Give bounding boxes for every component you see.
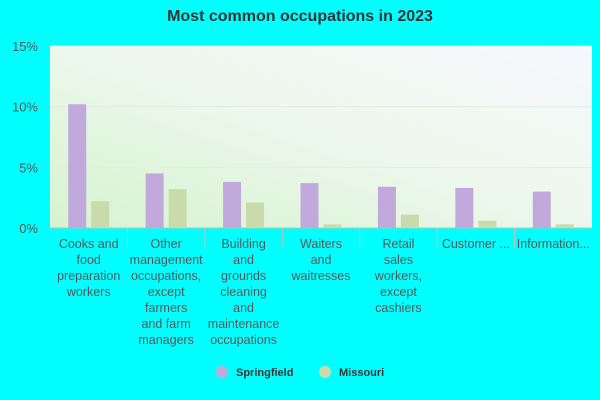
x-category-label: Customer ... bbox=[442, 237, 510, 251]
x-category-label: Building and grounds cleaning and maintenance… bbox=[208, 237, 280, 347]
bar-missouri bbox=[478, 220, 497, 228]
bar-springfield bbox=[300, 183, 319, 228]
bar-missouri bbox=[246, 202, 265, 228]
x-category-label: Other management occupations, except farmers… bbox=[130, 237, 203, 347]
x-category-label: Cooks and food preparation workers bbox=[57, 237, 120, 299]
bar-springfield bbox=[532, 191, 551, 228]
x-category-label: Waiters and waitresses bbox=[290, 237, 350, 283]
bar-missouri bbox=[91, 201, 110, 228]
y-tick-label: 5% bbox=[19, 160, 38, 175]
x-category-label: Retail sales workers, except cashiers bbox=[374, 237, 422, 315]
x-category-label: Information... bbox=[517, 237, 590, 251]
y-tick-label: 10% bbox=[12, 100, 38, 115]
legend-swatch bbox=[216, 366, 228, 378]
bar-springfield bbox=[377, 186, 396, 228]
y-tick-label: 0% bbox=[19, 221, 38, 236]
bar-springfield bbox=[145, 173, 164, 228]
bar-missouri bbox=[323, 224, 342, 228]
bar-springfield bbox=[223, 181, 242, 228]
legend-label: Missouri bbox=[339, 367, 384, 379]
bar-missouri bbox=[168, 189, 187, 228]
bar-springfield bbox=[455, 187, 474, 228]
plot-area bbox=[50, 46, 592, 228]
bar-springfield bbox=[68, 104, 87, 228]
chart-title: Most common occupations in 2023 bbox=[167, 8, 433, 25]
y-tick-label: 15% bbox=[12, 39, 38, 54]
legend-label: Springfield bbox=[236, 367, 293, 379]
legend-swatch bbox=[319, 366, 331, 378]
bar-missouri bbox=[400, 214, 419, 228]
bar-missouri bbox=[555, 224, 574, 228]
